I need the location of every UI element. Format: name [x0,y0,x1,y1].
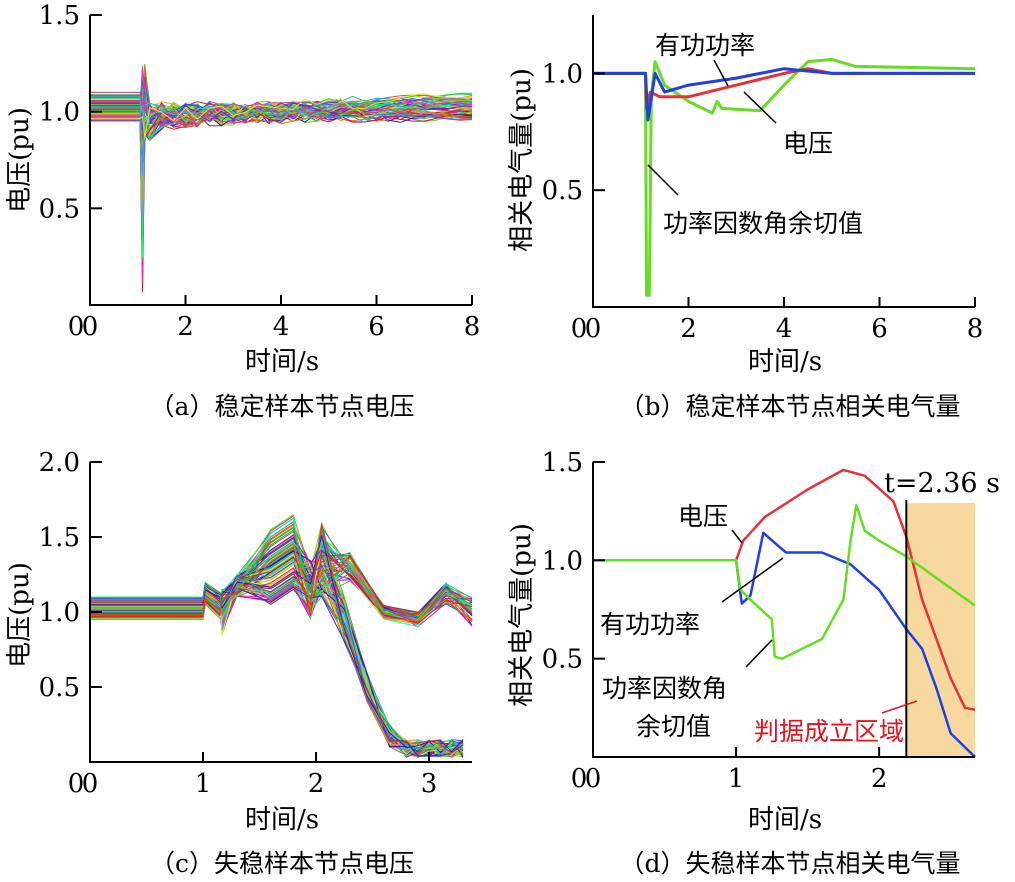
series-2-line [593,57,976,297]
voltage-curve [90,96,473,176]
axis-lines [89,15,472,306]
y-tick-label: 1.5 [39,523,80,553]
voltage-curve [90,566,473,618]
panel-b-axes: 0 2 4 6 8 0.5 1.0 0 [542,15,984,344]
d-leader-region [881,700,918,714]
y-tick-label: 0.5 [542,645,583,675]
origin-label: 0 [571,314,588,344]
c-caption: （c）失稳样本节点电压 [150,849,414,878]
b-leader-pf [647,164,679,196]
b-ann-pf: 功率因数角余切值 [663,209,863,238]
d-region-label: 判据成立区域 [754,717,904,746]
b-ylabel: 相关电气量(pu) [507,68,537,252]
y-tick-label: 1.0 [39,98,80,128]
series-2-line [593,504,976,660]
x-tick-label: 0 [82,769,99,799]
d-leader-power [721,557,784,603]
y-tick-label: 2.0 [39,448,80,478]
x-tick-label: 2 [177,312,194,342]
x-tick-label: 2 [308,769,325,799]
y-tick-label: 1.5 [39,1,80,31]
x-tick-label: 2 [680,314,697,344]
b-xlabel: 时间/s [748,347,822,377]
y-tick-label: 1.0 [39,598,80,628]
a-ylabel: 电压(pu) [5,107,35,213]
x-tick-label: 1 [728,764,745,794]
y-tick-label: 1.0 [542,59,583,89]
x-tick-label: 1 [195,769,212,799]
d-ann-voltage: 电压 [678,502,728,531]
x-tick-label: 0 [585,764,602,794]
b-leader-voltage [743,91,777,124]
x-tick-label: 3 [421,769,438,799]
x-tick-label: 4 [273,312,290,342]
d-xlabel: 时间/s [748,805,822,835]
d-caption: （d）失稳样本节点相关电气量 [619,849,960,878]
x-tick-label: 4 [776,314,793,344]
origin-label: 0 [571,764,588,794]
y-tick-label: 0.5 [542,176,583,206]
c-ylabel: 电压(pu) [5,562,35,668]
voltage-curve [90,543,473,622]
y-tick-label: 1.0 [542,546,583,576]
d-ann-power: 有功功率 [600,610,700,639]
axis-lines [592,462,975,758]
panel-a-axes: 0 2 4 6 8 0.5 1.0 1.5 0 [39,1,481,342]
series-1-line [593,531,976,758]
y-tick-label: 1.5 [542,448,583,478]
voltage-curve [90,93,473,140]
a-caption: （a）稳定样本节点电压 [150,392,415,421]
b-ann-voltage: 电压 [783,129,833,158]
y-tick-label: 0.5 [39,673,80,703]
origin-label: 0 [68,769,85,799]
voltage-curve [90,526,464,752]
x-tick-label: 0 [585,314,602,344]
d-ylabel: 相关电气量(pu) [507,523,537,707]
voltage-curve [90,549,473,635]
series-1-line [593,67,975,122]
b-leader-power [713,59,729,87]
axis-lines [592,15,975,308]
b-caption: （b）稳定样本节点相关电气量 [619,392,960,421]
criterion-region [906,503,975,757]
voltage-curve [90,547,473,623]
c-xlabel: 时间/s [245,805,319,835]
x-tick-label: 8 [967,314,984,344]
d-marker-label: t=2.36 s [884,468,1000,499]
a-xlabel: 时间/s [245,347,319,377]
b-ann-power: 有功功率 [655,31,755,60]
x-tick-label: 8 [464,312,481,342]
d-ann-pf1: 功率因数角 [602,674,727,703]
voltage-curve [90,101,473,122]
x-tick-label: 6 [368,312,385,342]
voltage-curve [90,67,473,128]
panel-d-axes: 0 1 2 0.5 1.0 1.5 0 [542,448,975,794]
x-tick-label: 2 [871,764,888,794]
origin-label: 0 [68,312,85,342]
d-leader-voltage [731,529,743,544]
voltage-curve [90,523,464,754]
d-leader-pf [745,639,773,668]
d-ann-pf2: 余切值 [636,712,711,741]
panel-c-axes: 0 1 2 3 0.5 1.0 1.5 2.0 0 [39,448,472,799]
x-tick-label: 0 [82,312,99,342]
y-tick-label: 0.5 [39,194,80,224]
x-tick-label: 6 [871,314,888,344]
series-0-line [593,468,976,712]
axis-lines [89,462,472,763]
